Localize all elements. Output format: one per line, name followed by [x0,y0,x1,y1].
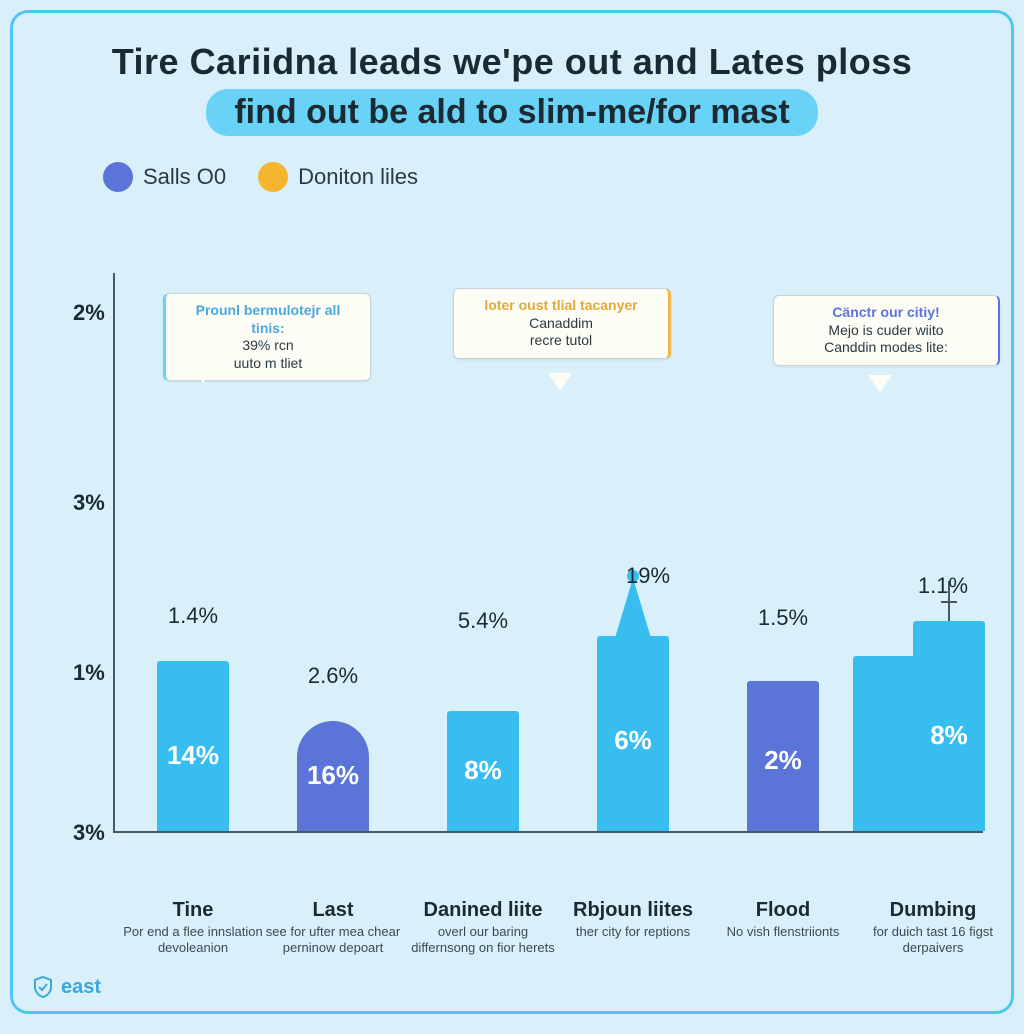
bar-top-label: 1.4% [168,603,218,629]
brand-text: east [61,976,101,999]
legend-swatch-1 [258,162,288,192]
category-label: Dumbingfor duich tast 16 figst derpaiver… [858,899,1008,959]
category-title: Tine [118,899,268,922]
bar: 2% [747,681,819,831]
category-label: Danined liiteoverl our baring differnson… [408,899,558,959]
callout-tail-icon [868,375,892,393]
bar-value-label: 8% [913,720,985,751]
category-subtitle: see for ufter mea chear perninow depoart [258,924,408,955]
bar-top-label: 2.6% [308,663,358,689]
category-title: Last [258,899,408,922]
brand-logo: east [31,975,101,999]
title-line-1: Tire Cariidna leads we'pe out and Lates … [13,41,1011,83]
callout-head: loter oust tlial tacanyer [466,297,656,315]
legend-label-0: Salls O0 [143,164,226,190]
category-title: Rbjoun liites [558,899,708,922]
y-tick: 2% [73,300,105,326]
callout-head: Prounl bermulotejr all tinis: [178,302,358,337]
bar-chart: 2% 3% 1% 3% 14% 16% 8% 6% 2% 8% 1.4% 2.6% 5.4% 19% 1.5… [73,273,983,893]
category-subtitle: for duich tast 16 figst derpaivers [858,924,1008,955]
bar: 16% [297,721,369,831]
bar-top-label: 1.1% [918,573,968,599]
callout-tail-icon [548,373,572,391]
legend-swatch-0 [103,162,133,192]
legend-item-1: Doniton liles [258,162,418,192]
bar: 8% [447,711,519,831]
callout: loter oust tlial tacanyerCanaddimrecre t… [453,288,671,359]
category-label: Rbjoun liites ther city for reptions [558,899,708,959]
bar-top-label: 19% [626,563,670,589]
shield-icon [31,975,55,999]
category-subtitle: No vish flenstriionts [708,924,858,940]
bar-value-label: 14% [157,740,229,771]
x-axis [113,831,983,833]
category-label: Flood No vish flenstriionts [708,899,858,959]
category-label: TinePor end a flee innslation devoleanio… [118,899,268,959]
title-block: Tire Cariidna leads we'pe out and Lates … [13,41,1011,136]
bar-top-label: 5.4% [458,608,508,634]
callout-tail-icon [191,365,215,383]
y-axis [113,273,115,833]
category-title: Flood [708,899,858,922]
bar: 6% [597,636,669,831]
category-subtitle: overl our baring differnsong on fior her… [408,924,558,955]
legend-label-1: Doniton liles [298,164,418,190]
bar: 8% [913,621,985,831]
category-label: Lastsee for ufter mea chear perninow dep… [258,899,408,959]
infographic-frame: Tire Cariidna leads we'pe out and Lates … [10,10,1014,1014]
callout-line: Mejo is cuder wiito [786,322,986,340]
bar-value-label: 8% [447,755,519,786]
y-tick: 3% [73,820,105,846]
callout-line: Canddin modes lite: [786,339,986,357]
legend: Salls O0 Doniton liles [103,162,1011,192]
category-title: Danined liite [408,899,558,922]
bar-top-label: 1.5% [758,605,808,631]
legend-item-0: Salls O0 [103,162,226,192]
y-tick: 1% [73,660,105,686]
title-line-2: find out be ald to slim-me/for mast [206,89,817,136]
bar-value-label: 2% [747,745,819,776]
category-title: Dumbing [858,899,1008,922]
callout-line: Canaddim [466,315,656,333]
bar-antenna-cross-icon [941,601,957,603]
category-subtitle: Por end a flee innslation devoleanion [118,924,268,955]
bar-value-label: 6% [597,725,669,756]
callout-head: Cänctr our citiy! [786,304,986,322]
bar: 14% [157,661,229,831]
bar-value-label: 16% [297,760,369,791]
y-tick: 3% [73,490,105,516]
category-subtitle: ther city for reptions [558,924,708,940]
callout: Cänctr our citiy!Mejo is cuder wiitoCand… [773,295,1000,366]
callout-line: 39% rcn [178,337,358,355]
callout-line: recre tutol [466,332,656,350]
